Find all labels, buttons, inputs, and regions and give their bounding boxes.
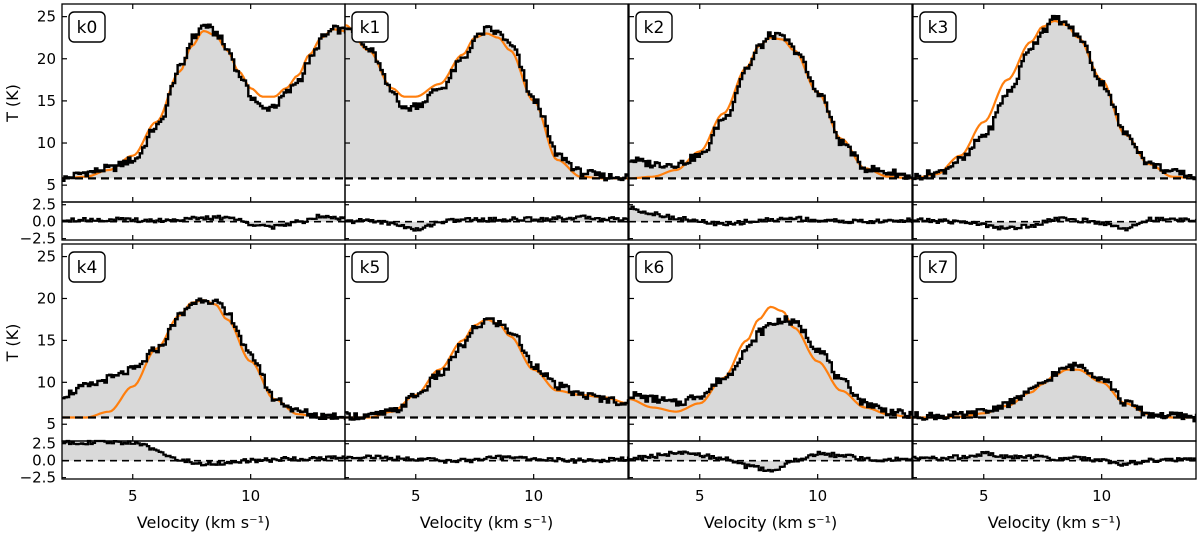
panel-k5: 5 10 k5 Velocity (km s⁻¹) xyxy=(344,243,629,532)
x-axis-label: Velocity (km s⁻¹) xyxy=(988,513,1121,532)
y-tick-label: 25 xyxy=(37,8,56,26)
resid-y-tick-label: 0.0 xyxy=(32,213,56,231)
panel-label-box xyxy=(351,11,389,43)
x-tick-label: 10 xyxy=(241,487,260,505)
panel-label: k6 xyxy=(644,258,665,278)
panel-k0: 5 10 15 20 25 2.50.0−2.5 k0 T (K) xyxy=(3,3,346,248)
residual-spectrum xyxy=(629,205,912,227)
model-curve xyxy=(913,19,1196,180)
resid-y-tick-label: 2.5 xyxy=(32,435,56,453)
y-tick-label: 20 xyxy=(37,289,56,307)
panel-label-box xyxy=(635,251,673,283)
observed-spectrum xyxy=(62,23,345,182)
panel-label: k5 xyxy=(360,258,381,278)
y-tick-label: 5 xyxy=(46,176,56,194)
panel-k3: k3 xyxy=(912,3,1197,241)
model-curve xyxy=(62,28,345,180)
panel-label: k2 xyxy=(644,18,665,38)
residual-spectrum xyxy=(913,216,1196,232)
panel-label-box xyxy=(919,251,957,283)
y-axis-label: T (K) xyxy=(3,324,22,363)
observed-spectrum xyxy=(62,297,345,421)
residual-spectrum xyxy=(345,214,628,232)
panel-k7: 5 10 k7 Velocity (km s⁻¹) xyxy=(912,243,1197,532)
plot-area xyxy=(62,23,345,230)
spectrum-fill xyxy=(62,24,345,181)
observed-spectrum xyxy=(629,315,912,419)
spectrum-fill xyxy=(345,26,628,181)
panel-label: k0 xyxy=(77,18,98,38)
spectrum-fill xyxy=(629,316,912,418)
panel-label-box xyxy=(68,251,106,283)
panel-k2: k2 xyxy=(628,3,913,241)
residual-axes-frame xyxy=(344,440,629,480)
panel-label-box xyxy=(919,11,957,43)
residual-spectrum xyxy=(913,450,1196,467)
x-tick-label: 5 xyxy=(979,487,989,505)
spectrum-fill xyxy=(62,298,345,419)
plot-area xyxy=(629,305,912,473)
x-axis-label: Velocity (km s⁻¹) xyxy=(420,513,553,532)
residual-axes-frame xyxy=(912,440,1197,480)
y-tick-label: 15 xyxy=(37,331,56,349)
y-tick-label: 25 xyxy=(37,248,56,266)
plot-area xyxy=(62,297,345,467)
x-tick-label: 5 xyxy=(411,487,421,505)
y-axis-label: T (K) xyxy=(3,84,22,123)
plot-area xyxy=(345,317,628,464)
panel-k1: k1 xyxy=(344,3,629,241)
plot-area xyxy=(629,31,912,227)
residual-axes-frame xyxy=(912,201,1197,241)
panel-label-box xyxy=(68,11,106,43)
panel-label: k1 xyxy=(360,18,381,38)
resid-y-tick-label: −2.5 xyxy=(20,230,56,248)
observed-spectrum xyxy=(345,25,628,182)
y-tick-label: 15 xyxy=(37,92,56,110)
residual-fill xyxy=(62,441,345,466)
panel-label-box xyxy=(635,11,673,43)
spectrum-fill xyxy=(913,16,1196,180)
plot-area xyxy=(913,361,1196,467)
observed-spectrum xyxy=(345,317,628,421)
residual-fill xyxy=(913,217,1196,231)
residual-axes-frame xyxy=(628,201,913,241)
y-tick-label: 20 xyxy=(37,50,56,68)
x-tick-label: 10 xyxy=(808,487,827,505)
resid-y-tick-label: −2.5 xyxy=(20,469,56,487)
spectrum-fill xyxy=(913,362,1196,422)
panel-label-box xyxy=(351,251,389,283)
model-curve xyxy=(629,305,912,419)
y-tick-label: 10 xyxy=(37,373,56,391)
spectrum-fill xyxy=(345,318,628,420)
x-axis-label: Velocity (km s⁻¹) xyxy=(704,513,837,532)
residual-spectrum xyxy=(62,213,345,230)
panel-k4: 5 10 5 10 15 20 25 2.50.0−2.5 k4 Velocity (km s⁻¹… xyxy=(3,243,346,532)
panel-label: k3 xyxy=(928,18,949,38)
residual-spectrum xyxy=(629,450,912,473)
residual-spectrum xyxy=(345,454,628,464)
x-axis-label: Velocity (km s⁻¹) xyxy=(137,513,270,532)
x-tick-label: 10 xyxy=(1092,487,1111,505)
plot-area xyxy=(345,24,628,232)
x-tick-label: 5 xyxy=(128,487,138,505)
plot-area xyxy=(913,14,1196,232)
y-tick-label: 5 xyxy=(46,415,56,433)
resid-y-tick-label: 0.0 xyxy=(32,452,56,470)
spectrum-fill xyxy=(629,32,912,179)
y-tick-label: 10 xyxy=(37,134,56,152)
panel-label: k7 xyxy=(928,258,949,278)
resid-y-tick-label: 2.5 xyxy=(32,196,56,214)
observed-spectrum xyxy=(913,14,1196,181)
observed-spectrum xyxy=(629,31,912,180)
residual-axes-frame xyxy=(344,201,629,241)
residual-axes-frame xyxy=(628,440,913,480)
residual-spectrum xyxy=(62,439,345,467)
x-tick-label: 5 xyxy=(695,487,705,505)
x-tick-label: 10 xyxy=(524,487,543,505)
residual-fill xyxy=(913,452,1196,466)
panel-label: k4 xyxy=(77,258,98,278)
panel-k6: 5 10 k6 Velocity (km s⁻¹) xyxy=(628,243,913,532)
observed-spectrum xyxy=(913,361,1196,423)
